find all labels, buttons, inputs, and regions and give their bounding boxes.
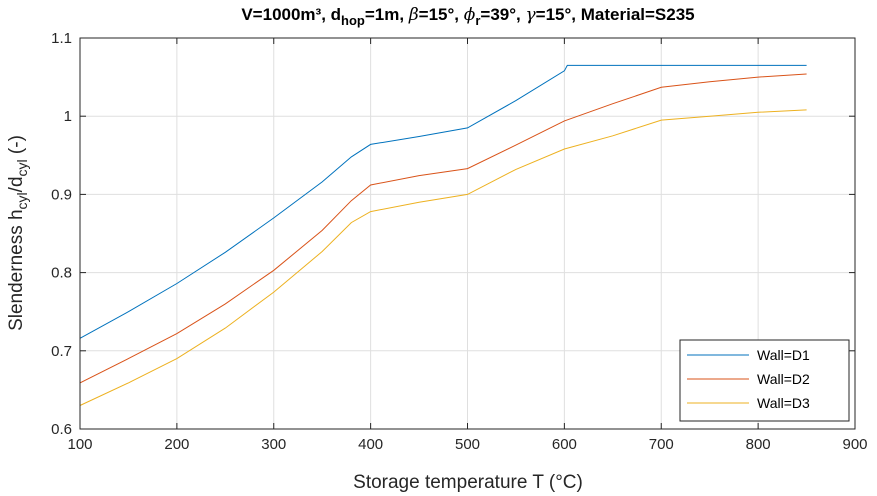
title-beta: β — [408, 5, 419, 25]
x-tick-label: 700 — [649, 436, 674, 453]
x-tick-label: 900 — [842, 436, 867, 453]
y-tick-label: 1.1 — [51, 30, 72, 47]
y-tick-label: 0.8 — [51, 265, 72, 282]
y-tick-label: 1 — [64, 108, 72, 125]
series-lines — [79, 64, 807, 406]
legend-box — [679, 339, 850, 422]
x-tick-label: 500 — [455, 436, 480, 453]
title-part-1: V=1000m³, d — [241, 5, 341, 24]
x-tick-label: 300 — [261, 436, 286, 453]
title-phi: ϕ — [464, 5, 476, 25]
y-tick-label: 0.6 — [51, 421, 72, 438]
x-tick-label: 400 — [358, 436, 383, 453]
title-part-2: =1m, — [365, 5, 409, 24]
y-tick-labels: 0.6 0.7 0.8 0.9 1 1.1 — [51, 30, 72, 438]
ylabel-end: (-) — [6, 135, 27, 159]
legend: Wall=D1 Wall=D2 Wall=D3 — [679, 339, 850, 422]
title-gamma: γ — [526, 5, 537, 25]
ylabel-mid: /d — [6, 176, 27, 192]
series-line-1 — [79, 64, 807, 339]
y-axis-label: Slenderness hcyl/dcyl (-) — [6, 135, 30, 331]
x-axis-label: Storage temperature T (°C) — [353, 472, 583, 493]
title-part-4: =15°, — [419, 5, 464, 24]
title-sub-hop: hop — [341, 13, 365, 28]
axis-ticks — [79, 37, 856, 430]
x-tick-label: 100 — [67, 436, 92, 453]
y-tick-label: 0.9 — [51, 186, 72, 203]
x-tick-label: 200 — [164, 436, 189, 453]
legend-label-2: Wall=D2 — [757, 371, 810, 387]
x-tick-label: 800 — [746, 436, 771, 453]
legend-label-1: Wall=D1 — [757, 347, 810, 363]
ylabel-sub-1: cyl — [14, 192, 30, 209]
y-tick-label: 0.7 — [51, 343, 72, 360]
x-tick-labels: 100 200 300 400 500 600 700 800 900 — [67, 436, 867, 453]
legend-label-3: Wall=D3 — [757, 395, 810, 411]
chart-title: V=1000m³, dhop=1m, β=15°, ϕr=39°, γ=15°,… — [241, 5, 694, 28]
x-tick-label: 600 — [552, 436, 577, 453]
ylabel-sub-2: cyl — [14, 159, 30, 176]
title-sub-r: r — [475, 13, 480, 28]
series-line-3 — [79, 109, 807, 406]
title-part-8: =15°, Material=S235 — [536, 5, 695, 24]
ylabel-main: Slenderness h — [6, 209, 27, 330]
title-part-6: =39°, — [480, 5, 525, 24]
series-line-2 — [79, 73, 807, 384]
